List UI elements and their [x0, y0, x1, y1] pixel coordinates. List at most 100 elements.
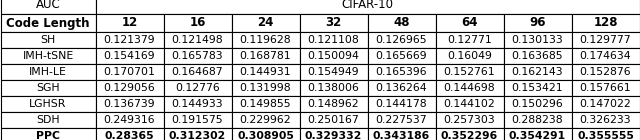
- Text: 64: 64: [461, 17, 477, 30]
- Bar: [572, 112, 639, 128]
- Bar: [504, 96, 572, 112]
- Text: CIFAR-10: CIFAR-10: [342, 0, 394, 11]
- Text: 0.288238: 0.288238: [512, 115, 563, 125]
- Bar: [435, 64, 504, 80]
- Text: PPC: PPC: [36, 131, 60, 140]
- Bar: [572, 128, 639, 140]
- Bar: [367, 14, 435, 32]
- Text: 0.144931: 0.144931: [240, 67, 291, 77]
- Bar: [367, 64, 435, 80]
- Text: 0.136264: 0.136264: [376, 83, 428, 93]
- Bar: [300, 128, 367, 140]
- Text: 0.174634: 0.174634: [580, 51, 631, 61]
- Text: 0.250167: 0.250167: [308, 115, 360, 125]
- Bar: [504, 112, 572, 128]
- Bar: [163, 96, 232, 112]
- Text: LGHSR: LGHSR: [29, 99, 67, 109]
- Text: 12: 12: [122, 17, 138, 30]
- Bar: [435, 14, 504, 32]
- Text: 0.165669: 0.165669: [376, 51, 428, 61]
- Bar: [1, 0, 95, 14]
- Bar: [232, 48, 300, 64]
- Text: 0.16049: 0.16049: [447, 51, 492, 61]
- Bar: [300, 64, 367, 80]
- Bar: [232, 32, 300, 48]
- Text: 0.308905: 0.308905: [237, 131, 294, 140]
- Text: 0.121379: 0.121379: [104, 35, 156, 45]
- Bar: [163, 112, 232, 128]
- Text: 0.126965: 0.126965: [376, 35, 428, 45]
- Text: 0.12771: 0.12771: [447, 35, 492, 45]
- Text: 0.12776: 0.12776: [175, 83, 220, 93]
- Bar: [435, 80, 504, 96]
- Bar: [163, 48, 232, 64]
- Bar: [1, 128, 95, 140]
- Text: 0.154949: 0.154949: [308, 67, 359, 77]
- Text: AUC: AUC: [36, 0, 60, 11]
- Bar: [95, 14, 163, 32]
- Bar: [367, 128, 435, 140]
- Bar: [1, 32, 95, 48]
- Text: 0.130133: 0.130133: [511, 35, 563, 45]
- Bar: [504, 32, 572, 48]
- Text: 24: 24: [257, 17, 274, 30]
- Bar: [95, 128, 163, 140]
- Bar: [367, 96, 435, 112]
- Text: 0.147022: 0.147022: [580, 99, 632, 109]
- Bar: [367, 112, 435, 128]
- Text: IMH-tSNE: IMH-tSNE: [22, 51, 74, 61]
- Bar: [95, 32, 163, 48]
- Text: 96: 96: [529, 17, 546, 30]
- Text: 0.249316: 0.249316: [104, 115, 156, 125]
- Bar: [300, 14, 367, 32]
- Text: 0.257303: 0.257303: [444, 115, 495, 125]
- Bar: [95, 48, 163, 64]
- Text: IMH-LE: IMH-LE: [29, 67, 67, 77]
- Text: 0.170701: 0.170701: [104, 67, 156, 77]
- Text: 0.129056: 0.129056: [104, 83, 156, 93]
- Bar: [232, 128, 300, 140]
- Bar: [232, 112, 300, 128]
- Text: 0.136739: 0.136739: [104, 99, 156, 109]
- Text: 0.150296: 0.150296: [511, 99, 563, 109]
- Bar: [435, 128, 504, 140]
- Bar: [1, 96, 95, 112]
- Bar: [232, 96, 300, 112]
- Bar: [1, 14, 95, 32]
- Text: 0.138006: 0.138006: [308, 83, 360, 93]
- Bar: [572, 48, 639, 64]
- Text: 0.144933: 0.144933: [172, 99, 223, 109]
- Text: 0.150094: 0.150094: [308, 51, 360, 61]
- Bar: [300, 80, 367, 96]
- Text: 0.152876: 0.152876: [580, 67, 631, 77]
- Text: 0.28365: 0.28365: [105, 131, 154, 140]
- Text: Code Length: Code Length: [6, 17, 90, 30]
- Text: 0.162143: 0.162143: [512, 67, 563, 77]
- Bar: [163, 80, 232, 96]
- Text: 0.227537: 0.227537: [376, 115, 428, 125]
- Bar: [504, 48, 572, 64]
- Text: 0.329332: 0.329332: [305, 131, 362, 140]
- Bar: [572, 96, 639, 112]
- Bar: [95, 0, 639, 14]
- Text: 0.153421: 0.153421: [512, 83, 563, 93]
- Bar: [232, 64, 300, 80]
- Bar: [367, 80, 435, 96]
- Bar: [95, 112, 163, 128]
- Bar: [572, 64, 639, 80]
- Bar: [163, 64, 232, 80]
- Bar: [1, 80, 95, 96]
- Bar: [163, 14, 232, 32]
- Text: SDH: SDH: [36, 115, 60, 125]
- Text: 0.152761: 0.152761: [444, 67, 495, 77]
- Text: 0.144178: 0.144178: [376, 99, 428, 109]
- Text: 0.121108: 0.121108: [308, 35, 360, 45]
- Text: 16: 16: [189, 17, 205, 30]
- Text: 0.149855: 0.149855: [240, 99, 291, 109]
- Bar: [163, 32, 232, 48]
- Bar: [367, 48, 435, 64]
- Bar: [95, 64, 163, 80]
- Bar: [1, 64, 95, 80]
- Text: 0.229962: 0.229962: [240, 115, 291, 125]
- Text: 0.131998: 0.131998: [240, 83, 291, 93]
